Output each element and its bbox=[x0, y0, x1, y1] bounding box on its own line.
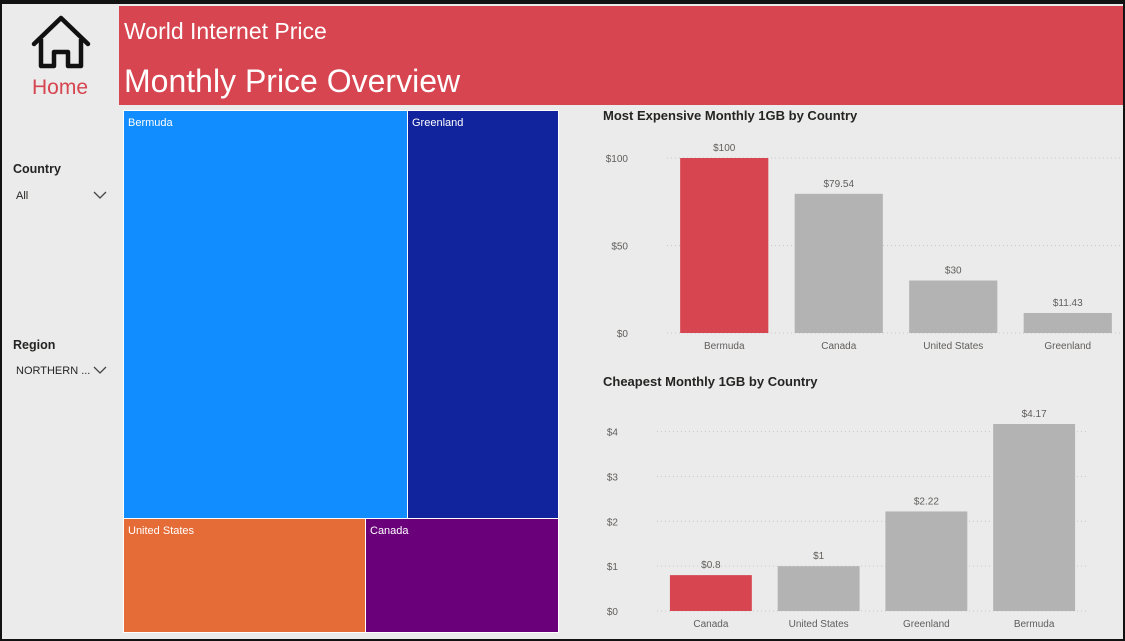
treemap-tile-united-states[interactable]: United States bbox=[123, 518, 366, 633]
data-label: $1 bbox=[813, 551, 825, 562]
expensive-chart-title: Most Expensive Monthly 1GB by Country bbox=[603, 108, 858, 123]
home-icon bbox=[31, 15, 91, 69]
y-tick-label: $50 bbox=[611, 242, 628, 253]
y-tick-label: $3 bbox=[607, 472, 619, 483]
country-slicer-title: Country bbox=[13, 162, 61, 176]
data-label: $100 bbox=[713, 143, 736, 154]
treemap-tile-bermuda[interactable]: Bermuda bbox=[123, 110, 408, 519]
data-label: $4.17 bbox=[1022, 409, 1047, 420]
data-label: $0.8 bbox=[701, 560, 721, 571]
x-tick-label: Bermuda bbox=[1014, 619, 1055, 630]
page-title: Monthly Price Overview bbox=[124, 63, 461, 99]
y-tick-label: $1 bbox=[607, 562, 619, 573]
bar-bermuda[interactable] bbox=[993, 424, 1076, 611]
expensive-bar-chart: $0 $50 $100 $100 Bermuda $79.54 Canada $30 Unite… bbox=[606, 143, 1123, 352]
data-label: $79.54 bbox=[823, 179, 854, 190]
data-label: $11.43 bbox=[1053, 298, 1083, 309]
bar-greenland[interactable] bbox=[885, 511, 968, 611]
y-tick-label: $4 bbox=[607, 428, 619, 439]
chevron-down-icon bbox=[93, 366, 107, 374]
treemap-tile-label: Bermuda bbox=[128, 117, 173, 129]
x-tick-label: Canada bbox=[693, 619, 728, 630]
region-dropdown-value: NORTHERN ... bbox=[16, 365, 91, 377]
y-tick-label: $0 bbox=[607, 607, 619, 618]
cheapest-chart-title: Cheapest Monthly 1GB by Country bbox=[603, 374, 818, 389]
home-button[interactable]: Home bbox=[2, 4, 120, 108]
x-tick-label: United States bbox=[923, 341, 983, 352]
report-canvas: Home Country All Region NORTHERN ... Wor… bbox=[2, 4, 1123, 639]
country-dropdown[interactable]: All bbox=[13, 186, 107, 208]
home-label: Home bbox=[31, 76, 89, 99]
region-dropdown[interactable]: NORTHERN ... bbox=[13, 361, 107, 383]
x-tick-label: Greenland bbox=[1044, 341, 1091, 352]
bar-united-states[interactable] bbox=[909, 280, 998, 334]
x-tick-label: Canada bbox=[821, 341, 856, 352]
region-slicer-title: Region bbox=[13, 338, 56, 352]
x-tick-label: Greenland bbox=[903, 619, 950, 630]
price-treemap: Bermuda Greenland United States Canada bbox=[123, 110, 559, 633]
country-dropdown-value: All bbox=[16, 190, 29, 202]
bar-united-states[interactable] bbox=[777, 566, 860, 611]
bar-bermuda[interactable] bbox=[680, 158, 769, 333]
chevron-down-icon bbox=[93, 191, 107, 199]
report-title: World Internet Price bbox=[124, 18, 327, 44]
treemap-tile-label: Greenland bbox=[412, 117, 464, 129]
treemap-tile-label: Canada bbox=[370, 525, 409, 537]
y-tick-label: $2 bbox=[607, 517, 619, 528]
data-label: $2.22 bbox=[914, 496, 939, 507]
bar-greenland[interactable] bbox=[1023, 312, 1112, 333]
treemap-tile-label: United States bbox=[128, 525, 195, 537]
x-tick-label: Bermuda bbox=[704, 341, 745, 352]
treemap-tile-canada[interactable]: Canada bbox=[365, 518, 559, 633]
y-tick-label: $0 bbox=[617, 329, 629, 340]
y-tick-label: $100 bbox=[606, 154, 629, 165]
data-label: $30 bbox=[945, 266, 962, 277]
bar-canada[interactable] bbox=[669, 575, 752, 611]
treemap-tile-greenland[interactable]: Greenland bbox=[407, 110, 559, 519]
x-tick-label: United States bbox=[789, 619, 849, 630]
cheapest-bar-chart: $0 $1 $2 $3 $4 $0.8 Canada $1 United States $2.22… bbox=[607, 409, 1088, 630]
bar-canada[interactable] bbox=[794, 193, 883, 333]
header-banner: World Internet Price Monthly Price Overv… bbox=[119, 6, 1123, 105]
